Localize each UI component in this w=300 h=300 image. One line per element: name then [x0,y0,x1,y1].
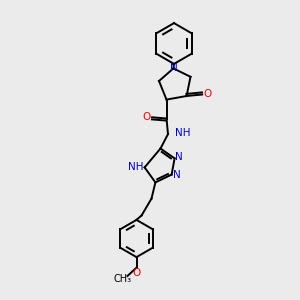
Text: NH: NH [128,162,144,172]
Text: NH: NH [175,128,190,138]
Text: O: O [142,112,151,122]
Text: O: O [132,268,141,278]
Text: N: N [170,63,178,73]
Text: O: O [203,89,212,99]
Text: CH₃: CH₃ [113,274,131,284]
Text: N: N [173,170,181,180]
Text: N: N [175,152,183,162]
